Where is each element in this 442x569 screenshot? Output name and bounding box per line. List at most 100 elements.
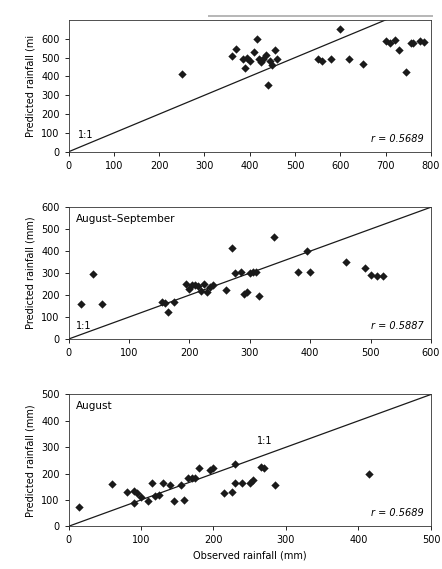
Point bbox=[188, 473, 195, 482]
Point bbox=[189, 281, 196, 290]
Point bbox=[314, 54, 321, 63]
Point bbox=[271, 46, 278, 55]
Point bbox=[253, 34, 260, 43]
Y-axis label: Predicted rainfall (mi: Predicted rainfall (mi bbox=[26, 35, 35, 137]
Point bbox=[159, 479, 166, 488]
Point bbox=[228, 244, 235, 253]
Point bbox=[210, 281, 217, 290]
Point bbox=[123, 488, 130, 497]
Point bbox=[108, 480, 115, 489]
Point bbox=[416, 36, 423, 45]
Point bbox=[379, 272, 386, 281]
Point bbox=[171, 297, 178, 306]
Point bbox=[271, 481, 278, 490]
Point bbox=[239, 479, 246, 488]
Point bbox=[222, 285, 229, 294]
Point bbox=[186, 284, 193, 293]
Y-axis label: Predicted rainfall (mm): Predicted rainfall (mm) bbox=[26, 404, 35, 517]
Point bbox=[237, 267, 244, 277]
Point bbox=[307, 267, 314, 277]
Point bbox=[367, 271, 374, 280]
Point bbox=[206, 465, 213, 474]
Point bbox=[181, 496, 188, 505]
Text: 1:1: 1:1 bbox=[78, 130, 93, 141]
Point bbox=[192, 281, 199, 290]
Point bbox=[366, 469, 373, 478]
Point bbox=[403, 67, 410, 76]
Text: 1:1: 1:1 bbox=[76, 321, 91, 331]
X-axis label: Observed rainfall (mm): Observed rainfall (mm) bbox=[193, 551, 307, 561]
Point bbox=[273, 55, 281, 64]
Text: r = 0.5689: r = 0.5689 bbox=[371, 509, 424, 518]
Point bbox=[294, 267, 301, 277]
Point bbox=[98, 299, 105, 308]
Point bbox=[232, 460, 239, 469]
Point bbox=[267, 57, 274, 66]
Point bbox=[258, 57, 265, 67]
Text: r = 0.5887: r = 0.5887 bbox=[371, 321, 424, 331]
Point bbox=[201, 279, 208, 288]
Point bbox=[240, 290, 247, 299]
Point bbox=[243, 287, 250, 296]
Point bbox=[77, 299, 84, 308]
Point bbox=[319, 57, 326, 66]
Point bbox=[246, 269, 253, 278]
Point bbox=[387, 39, 394, 48]
Point bbox=[178, 69, 185, 78]
Text: r = 0.5689: r = 0.5689 bbox=[371, 134, 424, 144]
Point bbox=[391, 35, 398, 44]
Point bbox=[232, 479, 239, 488]
Point bbox=[421, 37, 428, 46]
Point bbox=[359, 60, 366, 69]
Point bbox=[252, 267, 259, 277]
Point bbox=[251, 47, 258, 56]
Point bbox=[337, 25, 344, 34]
Point bbox=[382, 36, 389, 45]
Point bbox=[260, 54, 267, 63]
Point bbox=[373, 272, 380, 281]
Text: 1:1: 1:1 bbox=[257, 436, 272, 446]
Point bbox=[221, 489, 228, 498]
Point bbox=[170, 497, 177, 506]
Point bbox=[76, 502, 83, 511]
Point bbox=[409, 38, 416, 47]
Point bbox=[204, 287, 211, 296]
Point bbox=[192, 473, 199, 482]
Point bbox=[167, 481, 174, 490]
Point bbox=[89, 270, 96, 279]
Point bbox=[228, 488, 235, 497]
Point bbox=[145, 497, 152, 506]
Point bbox=[232, 44, 240, 53]
Point bbox=[177, 481, 184, 490]
Point bbox=[195, 282, 202, 291]
Point bbox=[328, 54, 335, 63]
Point bbox=[255, 292, 263, 301]
Point bbox=[134, 489, 141, 498]
Point bbox=[210, 464, 217, 473]
Point bbox=[269, 60, 276, 69]
Point bbox=[162, 298, 169, 307]
Point bbox=[271, 232, 278, 241]
Text: August: August bbox=[76, 401, 112, 411]
Point bbox=[156, 490, 163, 499]
Point bbox=[130, 486, 137, 495]
Point bbox=[185, 473, 192, 482]
Point bbox=[152, 492, 159, 501]
Point bbox=[228, 51, 235, 60]
Y-axis label: Predicted rainfall (mm): Predicted rainfall (mm) bbox=[26, 217, 35, 329]
Point bbox=[149, 479, 156, 488]
Text: August–September: August–September bbox=[76, 214, 175, 224]
Point bbox=[165, 307, 172, 316]
Point bbox=[207, 283, 214, 292]
Point bbox=[346, 54, 353, 63]
Point bbox=[261, 464, 268, 473]
Point bbox=[407, 39, 414, 48]
Point bbox=[242, 63, 249, 72]
Point bbox=[304, 246, 311, 255]
Point bbox=[343, 258, 350, 267]
Point bbox=[130, 498, 137, 507]
Point bbox=[244, 53, 251, 62]
Point bbox=[246, 479, 253, 488]
Point bbox=[240, 55, 247, 64]
Point bbox=[198, 286, 205, 295]
